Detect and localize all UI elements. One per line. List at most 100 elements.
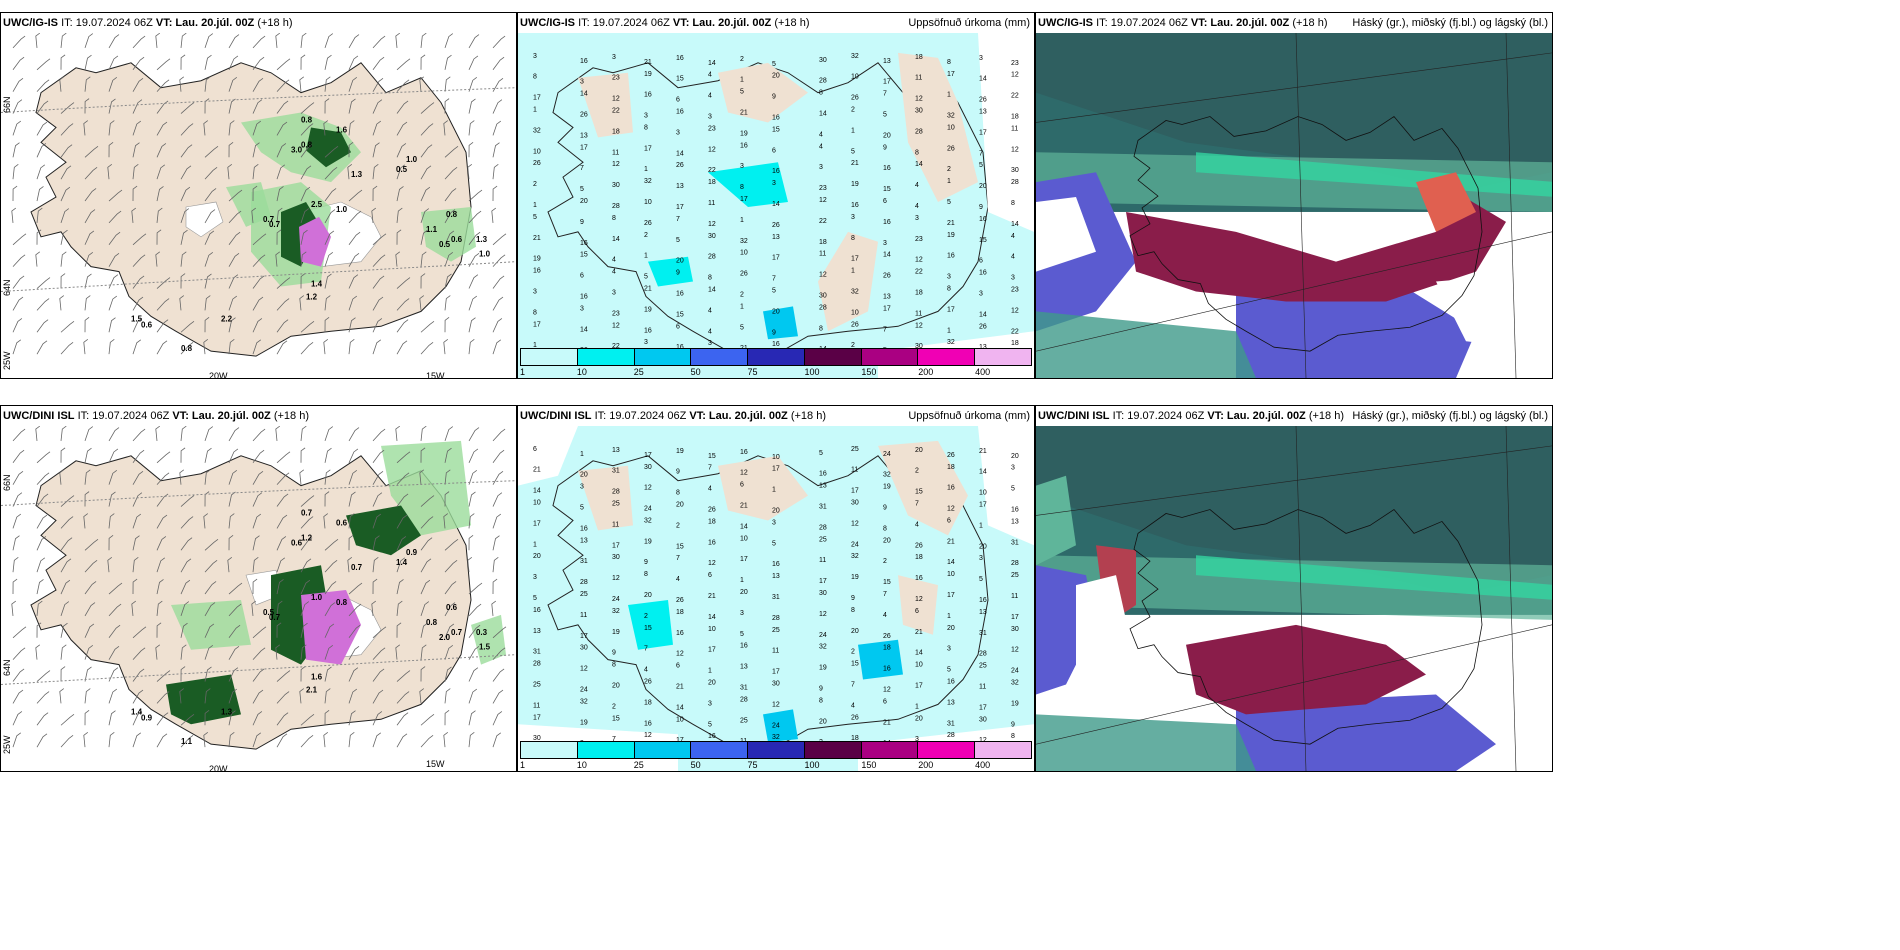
wind-barb: [468, 253, 480, 267]
wind-barb: [108, 732, 115, 748]
wind-barb: [180, 251, 187, 267]
precip-value: 12: [644, 732, 652, 739]
wind-barb: [300, 186, 311, 202]
wind-barb: [468, 142, 474, 158]
wind-barb: [132, 513, 142, 529]
wind-barb: [156, 733, 168, 748]
wind-barb: [372, 35, 386, 49]
wind-barb: [156, 186, 164, 202]
wind-barb: [420, 622, 428, 638]
precip-value: 2: [851, 649, 855, 656]
lat-label-64: 64N: [2, 659, 12, 676]
wind-barb: [132, 647, 146, 660]
wind-barb: [108, 34, 120, 49]
precip-value: 18: [819, 239, 827, 246]
precip-value: 3: [851, 214, 855, 221]
precip-value: 20: [612, 682, 620, 689]
precip-value: 6: [676, 97, 680, 104]
colorbar-bin: [918, 349, 976, 365]
wind-barb: [12, 78, 24, 92]
wind-barb: [108, 710, 116, 726]
colorbar-tick: 100: [804, 367, 820, 377]
wind-barb: [420, 144, 433, 158]
precip-value: 8: [947, 286, 951, 293]
precip-value: 13: [612, 447, 620, 454]
precip-value: 1: [979, 522, 983, 529]
wind-barb: [156, 670, 171, 682]
precip-value: 17: [947, 71, 955, 78]
precip-value: 3: [708, 114, 712, 121]
precip-value: 4: [915, 203, 919, 210]
wind-barb: [276, 100, 289, 114]
wind-barb: [132, 142, 140, 158]
precip-value: 9: [612, 650, 616, 657]
precip-value: 7: [883, 591, 887, 598]
wind-barb: [348, 688, 358, 704]
precip-value: 5: [580, 505, 584, 512]
wind-barb: [132, 164, 139, 180]
wind-barb: [12, 492, 23, 507]
wind-barb: [324, 273, 332, 289]
wind-barb: [251, 600, 257, 616]
wind-barb: [468, 513, 475, 529]
wind-barb: [180, 558, 192, 573]
wind-barb: [180, 495, 195, 507]
wind-barb: [324, 539, 339, 551]
high-cloud-band: [1036, 33, 1552, 193]
wind-barb: [84, 317, 90, 333]
wind-barb: [36, 712, 49, 726]
precip-value: 18: [1011, 114, 1019, 121]
precip-value: 8: [644, 124, 648, 131]
wind-barb: [396, 100, 409, 114]
precip-value: 26: [979, 97, 987, 104]
wind-barb: [275, 251, 281, 267]
wind-barb: [348, 624, 361, 639]
wind-barb: [84, 623, 95, 638]
precip-value: 10: [851, 309, 859, 316]
wind-barb: [228, 646, 240, 660]
wind-barb: [252, 296, 264, 311]
wind-barb: [444, 623, 455, 638]
wind-barb: [180, 54, 186, 70]
wind-barb: [60, 321, 75, 333]
precip-value: 22: [612, 108, 620, 115]
wind-barb: [180, 426, 187, 441]
wind-barb: [36, 451, 51, 464]
cloud-map: [1036, 33, 1552, 378]
wind-barb: [228, 142, 234, 158]
wind-barb: [156, 600, 163, 616]
wind-barb: [420, 33, 427, 48]
precip-value: 24: [851, 541, 859, 548]
precip-value: 15: [883, 579, 891, 586]
precip-value: 6: [883, 698, 887, 705]
wind-barb: [204, 54, 212, 70]
wind-barb: [468, 317, 476, 333]
wind-barb: [252, 185, 258, 202]
precip-value: 32: [772, 734, 780, 741]
wind-barb: [252, 339, 262, 355]
precip-value: 22: [612, 343, 620, 350]
precip-value: 6: [676, 663, 680, 670]
wind-barb: [84, 560, 98, 573]
precip-value: 11: [772, 648, 779, 655]
precip-value: 30: [772, 681, 780, 688]
precip-value: 14: [580, 91, 588, 98]
wind-barb: [252, 732, 262, 748]
precip-value: 4: [819, 131, 823, 138]
precip-value: 3: [947, 274, 951, 281]
wind-barb: [84, 581, 97, 595]
wind-barb: [276, 58, 291, 71]
precip-value: 21: [708, 593, 716, 600]
wind-barb: [468, 55, 479, 70]
wind-barb: [372, 233, 387, 246]
wind-barb: [83, 339, 89, 355]
wind-barb: [84, 146, 99, 158]
precip-value: 4: [915, 521, 919, 528]
gust-value: 1.3: [476, 235, 488, 244]
gust-value: 0.6: [291, 538, 303, 547]
wind-barb: [276, 79, 290, 92]
wind-barb: [252, 35, 266, 49]
wind-barb: [179, 295, 185, 311]
precip-value: 20: [580, 198, 588, 205]
wind-barb: [348, 646, 360, 660]
